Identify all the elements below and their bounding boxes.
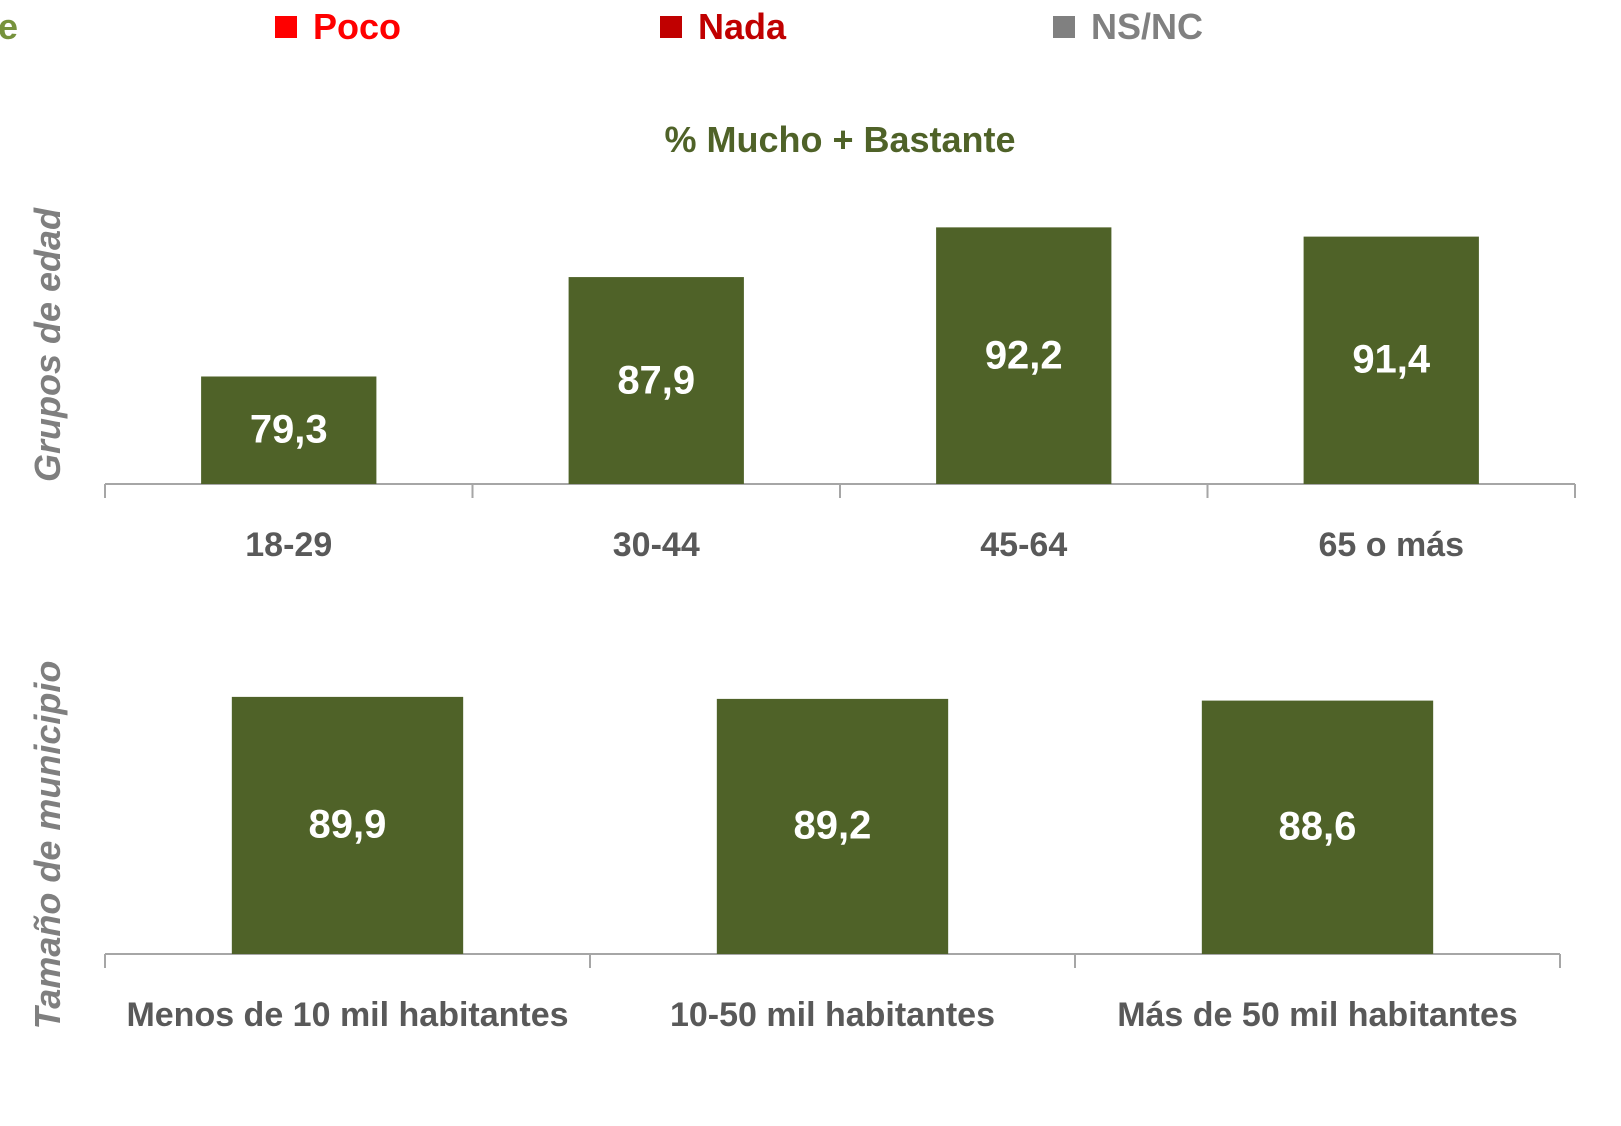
legend-swatch [660,16,682,38]
legend-label: Nada [698,6,787,47]
x-tick-label: 18-29 [245,526,333,564]
y-axis-label: Tamaño de municipio [27,660,68,1030]
x-tick-label: Menos de 10 mil habitantes [126,996,569,1034]
data-label: 89,9 [308,802,387,847]
legend-item: Poco [275,6,401,48]
x-tick-label: 30-44 [612,526,700,564]
chart-title: % Mucho + Bastante [664,119,1016,160]
legend-swatch [275,16,297,38]
legend-swatch [1053,16,1075,38]
x-tick-label: 65 o más [1318,526,1465,564]
legend-item: NS/NC [1053,6,1203,48]
bar [201,376,377,484]
bar [936,227,1112,485]
legend-label: Poco [313,6,402,47]
data-label: 89,2 [793,803,872,848]
bar [716,698,949,954]
data-label: 91,4 [1352,337,1431,382]
bar [231,696,464,954]
bar [568,277,744,484]
legend-label: e [0,6,19,47]
y-axis-label: Grupos de edad [27,207,68,483]
x-tick-label: Más de 50 mil habitantes [1117,996,1518,1034]
legend-item: e [0,6,18,48]
x-tick-label: 45-64 [980,526,1068,564]
bar [1303,236,1479,484]
bar [1201,700,1434,954]
data-label: 92,2 [984,333,1063,378]
data-label: 79,3 [249,407,328,452]
legend-label: NS/NC [1091,6,1204,47]
data-label: 88,6 [1278,804,1357,849]
x-tick-label: 10-50 mil habitantes [669,996,995,1034]
legend-item: Nada [660,6,786,48]
data-label: 87,9 [617,358,696,403]
